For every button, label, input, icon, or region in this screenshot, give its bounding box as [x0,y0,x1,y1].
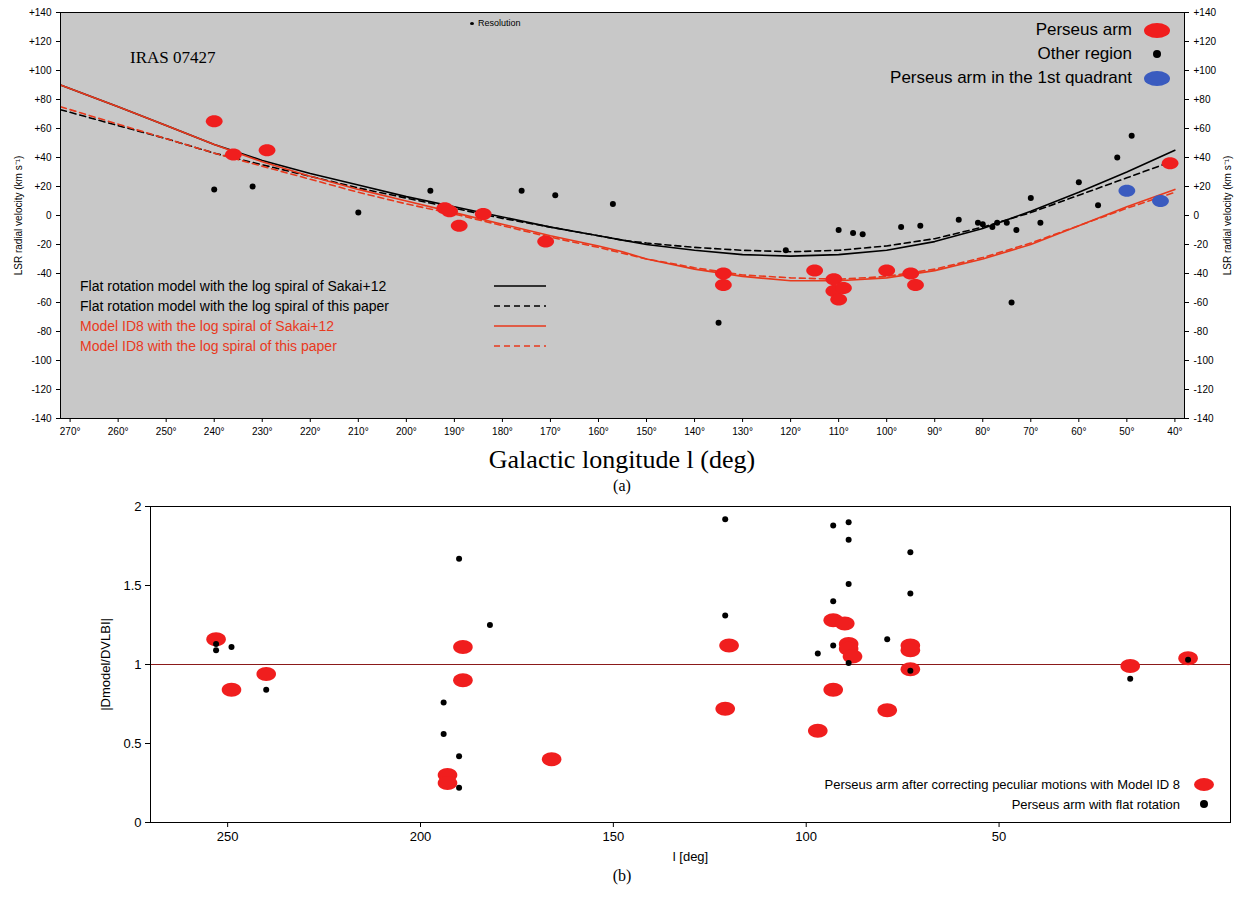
svg-text:+60: +60 [1194,123,1211,134]
svg-text:220°: 220° [300,426,321,437]
svg-text:-140: -140 [31,413,51,424]
svg-text:-80: -80 [37,326,52,337]
svg-text:+100: +100 [29,65,52,76]
svg-text:70°: 70° [1023,426,1038,437]
svg-text:40°: 40° [1167,426,1182,437]
html-text:(a): (a) [613,477,631,494]
svg-text:+40: +40 [1194,152,1211,163]
svg-text:160°: 160° [588,426,609,437]
svg-text:1.5: 1.5 [123,578,141,593]
svg-text:100°: 100° [876,426,897,437]
svg-text:110°: 110° [829,426,849,437]
html-text:Perseus arm after correcting p: Perseus arm after correcting peculiar mo… [824,776,1180,792]
svg-text:50°: 50° [1119,426,1134,437]
svg-text:260°: 260° [108,426,129,437]
svg-text:-40: -40 [37,268,52,279]
svg-text:190°: 190° [444,426,465,437]
html-text:Perseus arm in the 1st quadran: Perseus arm in the 1st quadrant [890,68,1132,87]
svg-text:0: 0 [1194,210,1200,221]
svg-text:+60: +60 [35,123,52,134]
svg-text:-140: -140 [1194,413,1214,424]
html-text:Perseus arm with flat rotation: Perseus arm with flat rotation [1011,796,1180,812]
svg-text:+20: +20 [1194,181,1211,192]
svg-text:250: 250 [217,829,239,844]
svg-text:+120: +120 [29,36,52,47]
svg-text:-60: -60 [37,297,52,308]
svg-text:+20: +20 [35,181,52,192]
svg-text:150: 150 [603,829,625,844]
svg-text:250°: 250° [156,426,177,437]
svg-text:l [deg]: l [deg] [673,849,708,864]
svg-text:+120: +120 [1194,36,1217,47]
svg-text:230°: 230° [252,426,273,437]
html-text:(b): (b) [612,867,632,884]
svg-text:140°: 140° [684,426,705,437]
svg-text:-100: -100 [1194,355,1214,366]
svg-text:+140: +140 [29,7,52,18]
svg-text:+80: +80 [1194,94,1211,105]
svg-text:2: 2 [134,499,141,514]
svg-text:-120: -120 [31,384,51,395]
svg-text:240°: 240° [204,426,225,437]
html-text:Resolution: Resolution [478,18,521,28]
html-text:Perseus arm: Perseus arm [1035,20,1132,39]
svg-text:80°: 80° [975,426,990,437]
svg-text:-20: -20 [1194,239,1209,250]
svg-text:0: 0 [46,210,52,221]
svg-text:100: 100 [795,829,817,844]
svg-text:0.5: 0.5 [123,736,141,751]
svg-text:200°: 200° [396,426,417,437]
svg-text:-80: -80 [1194,326,1209,337]
svg-text:|Dmodel/DVLBI|: |Dmodel/DVLBI| [98,618,113,711]
svg-text:1: 1 [134,657,141,672]
html-text:Galactic longitude l (deg): Galactic longitude l (deg) [488,445,756,474]
html-text:Other region: Other region [1037,44,1132,63]
svg-text:-20: -20 [37,239,52,250]
svg-text:+140: +140 [1194,7,1217,18]
svg-text:-60: -60 [1194,297,1209,308]
svg-text:0: 0 [134,815,141,830]
html-text:Model ID8 with the log spiral: Model ID8 with the log spiral of this pa… [80,338,337,354]
svg-text:180°: 180° [492,426,513,437]
svg-text:50: 50 [992,829,1006,844]
svg-text:60°: 60° [1071,426,1086,437]
svg-text:+80: +80 [35,94,52,105]
html-text:IRAS 07427: IRAS 07427 [130,48,216,67]
html-text:Flat rotation model with the l: Flat rotation model with the log spiral … [80,278,387,294]
svg-text:+40: +40 [35,152,52,163]
svg-text:150°: 150° [636,426,657,437]
svg-text:210°: 210° [348,426,369,437]
svg-text:90°: 90° [927,426,942,437]
svg-text:130°: 130° [732,426,753,437]
svg-text:+100: +100 [1194,65,1217,76]
svg-text:-40: -40 [1194,268,1209,279]
svg-text:200: 200 [410,829,432,844]
html-text:Flat rotation model with the l: Flat rotation model with the log spiral … [80,298,389,314]
svg-text:170°: 170° [540,426,561,437]
svg-text:-100: -100 [31,355,51,366]
svg-text:120°: 120° [780,426,801,437]
svg-text:LSR radial velocity (km s⁻¹): LSR radial velocity (km s⁻¹) [1222,156,1233,276]
svg-text:270°: 270° [60,426,81,437]
html-text:Model ID8 with the log spiral: Model ID8 with the log spiral of Sakai+1… [80,318,335,334]
svg-text:LSR radial velocity (km s⁻¹): LSR radial velocity (km s⁻¹) [13,156,24,276]
svg-text:-120: -120 [1194,384,1214,395]
